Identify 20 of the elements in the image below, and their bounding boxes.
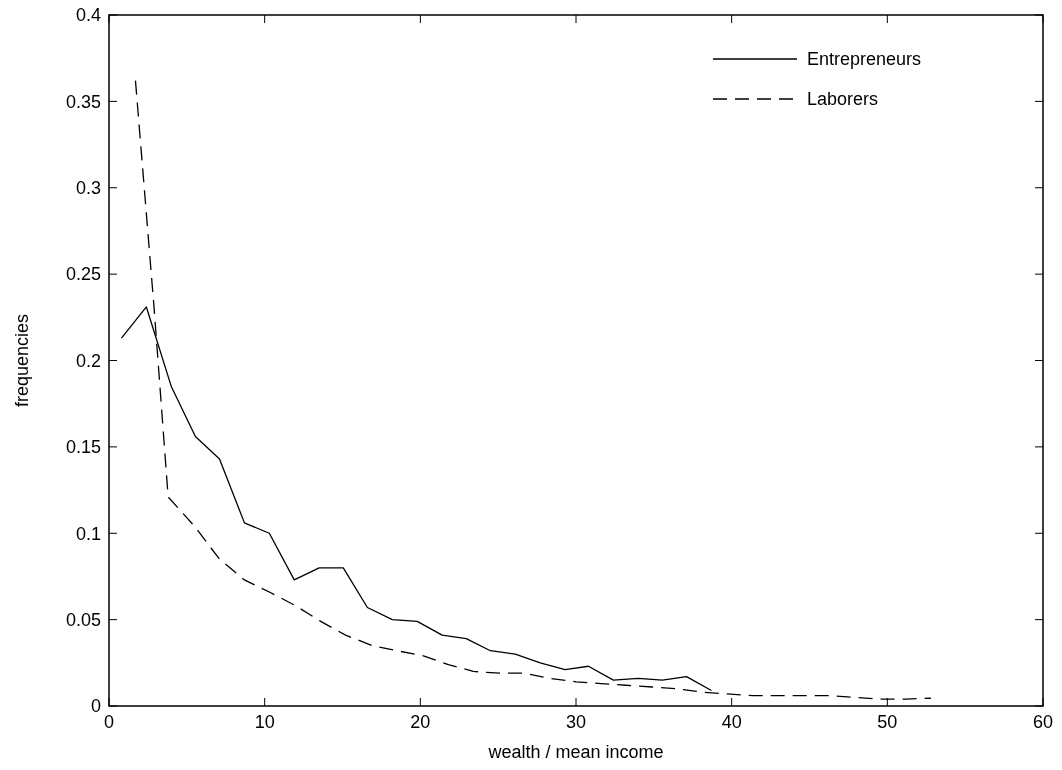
legend-label: Entrepreneurs (807, 49, 922, 70)
legend-label: Laborers (807, 89, 879, 110)
x-tick-label: 30 (565, 712, 587, 732)
x-tick-label: 0 (103, 712, 115, 732)
x-tick-label: 60 (1032, 712, 1054, 732)
y-tick-label: 0.25 (65, 264, 101, 285)
y-tick-label: 0.4 (75, 5, 101, 26)
x-tick-label: 40 (721, 712, 742, 732)
x-tick-label: 10 (254, 712, 275, 732)
y-axis-title: frequencies (12, 313, 32, 408)
y-tick-label: 0.1 (75, 523, 101, 544)
x-axis-title: wealth / mean income (487, 742, 664, 762)
y-tick-label: 0.05 (65, 609, 101, 630)
x-tick-label: 50 (877, 712, 898, 732)
y-tick-label: 0.15 (65, 437, 101, 458)
y-tick-label: 0 (90, 696, 101, 717)
y-tick-label: 0.3 (75, 178, 101, 199)
y-tick-label: 0.2 (75, 350, 101, 371)
y-tick-label: 0.35 (65, 91, 101, 112)
x-tick-label: 20 (410, 712, 431, 732)
